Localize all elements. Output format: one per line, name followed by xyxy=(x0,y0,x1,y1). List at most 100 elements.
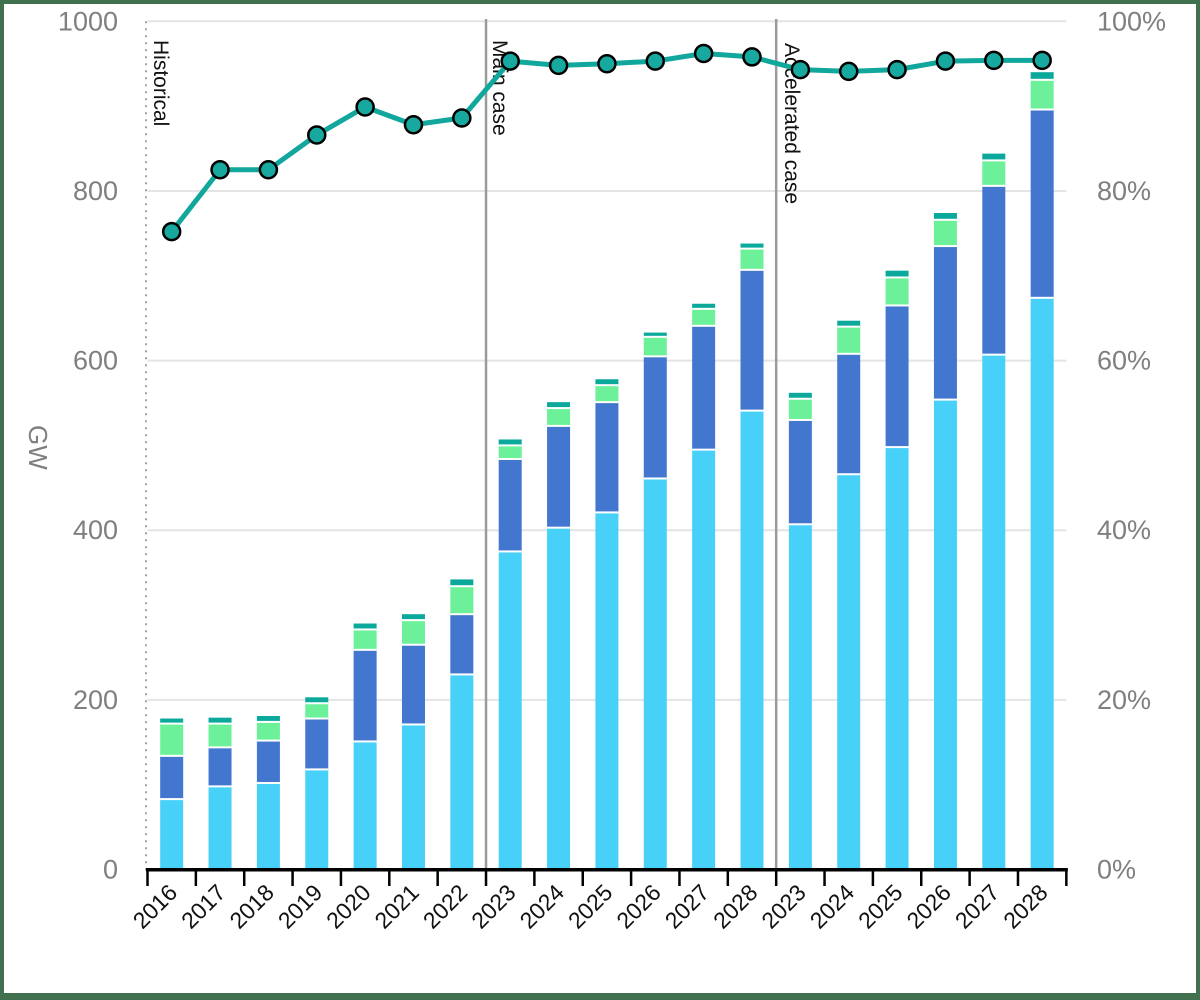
left-axis-tick-label: 1000 xyxy=(58,6,118,36)
bar-segment-teal-cap-segment xyxy=(837,320,861,327)
bar-segment-blue-segment xyxy=(208,747,232,787)
x-category-label: 2027 xyxy=(660,879,715,934)
bar-segment-green-segment xyxy=(692,308,716,326)
bar-segment-light-blue-bottom-segment xyxy=(1030,297,1054,870)
bar-segment-blue-segment xyxy=(595,402,619,513)
bar-segment-teal-cap-segment xyxy=(256,715,280,722)
bar-segment-separator xyxy=(740,247,764,250)
bar-segment-separator xyxy=(788,418,812,421)
x-category-label: 2024 xyxy=(515,879,570,934)
bar-segment-blue-segment xyxy=(498,458,522,552)
bar-segment-separator xyxy=(1030,108,1054,111)
bar-segment-separator xyxy=(353,648,377,651)
bar-segment-separator xyxy=(450,585,474,588)
x-category-label: 2018 xyxy=(224,879,279,934)
bar-segment-green-segment xyxy=(788,398,812,420)
bar-segment-separator xyxy=(885,276,909,279)
bar-segment-blue-segment xyxy=(1030,109,1054,298)
bar-segment-light-blue-bottom-segment xyxy=(982,354,1006,870)
bar-segment-separator xyxy=(837,473,861,476)
bar-segment-separator xyxy=(692,307,716,310)
bar-segment-teal-cap-segment xyxy=(353,623,377,630)
bar-segment-blue-segment xyxy=(401,644,425,725)
x-category-label: 2019 xyxy=(273,879,328,934)
x-axis-line xyxy=(146,868,1068,872)
line-marker xyxy=(500,51,520,71)
line-marker xyxy=(887,59,907,80)
bar-segment-separator xyxy=(1030,78,1054,81)
bar-segment-teal-cap-segment xyxy=(643,332,667,337)
bar-segment-separator xyxy=(595,384,619,387)
bar-segment-light-blue-bottom-segment xyxy=(256,782,280,870)
bar-segment-separator xyxy=(401,619,425,622)
bar-segment-teal-cap-segment xyxy=(450,579,474,587)
bar-segment-blue-segment xyxy=(885,305,909,448)
bar-segment-green-segment xyxy=(1030,79,1054,110)
bar-segment-green-segment xyxy=(595,385,619,403)
bar-segment-green-segment xyxy=(498,445,522,459)
x-category-label: 2028 xyxy=(998,879,1053,934)
bar-segment-green-segment xyxy=(885,277,909,306)
line-marker xyxy=(452,108,472,128)
bar-segment-light-blue-bottom-segment xyxy=(160,799,184,870)
line-marker xyxy=(307,125,327,145)
bar-segment-green-segment xyxy=(208,723,232,748)
bar-segment-separator xyxy=(643,355,667,358)
bar-segment-separator xyxy=(595,511,619,514)
bar-segment-separator xyxy=(837,325,861,328)
x-category-label: 2021 xyxy=(369,879,424,934)
x-category-label: 2025 xyxy=(563,879,618,934)
line-marker xyxy=(790,59,811,80)
bar-segment-blue-segment xyxy=(788,419,812,525)
x-category-label: 2022 xyxy=(418,879,473,934)
bar-segment-blue-segment xyxy=(450,614,474,675)
x-category-label: 2025 xyxy=(853,879,908,934)
bar-segment-separator xyxy=(643,477,667,480)
bar-segment-separator xyxy=(160,754,184,757)
x-category-label: 2027 xyxy=(950,879,1005,934)
bar-segment-light-blue-bottom-segment xyxy=(837,474,861,870)
bar-segment-teal-cap-segment xyxy=(401,614,425,621)
bar-segment-teal-cap-segment xyxy=(498,439,522,446)
bar-segment-light-blue-bottom-segment xyxy=(595,512,619,870)
right-axis-tick-label: 60% xyxy=(1097,346,1151,376)
line-marker xyxy=(355,97,375,117)
bar-segment-separator xyxy=(208,746,232,749)
bar-segment-light-blue-bottom-segment xyxy=(498,551,522,870)
bar-segment-teal-cap-segment xyxy=(305,697,329,704)
right-axis-tick-label: 40% xyxy=(1097,515,1151,545)
x-category-label: 2016 xyxy=(128,879,183,934)
bar-segment-green-segment xyxy=(982,160,1006,186)
x-category-label: 2020 xyxy=(321,879,376,934)
bar-segment-separator xyxy=(982,159,1006,162)
bar-segment-green-segment xyxy=(450,586,474,615)
bar-segment-light-blue-bottom-segment xyxy=(547,527,571,870)
bar-segment-separator xyxy=(401,723,425,726)
left-axis-tick-label: 600 xyxy=(73,346,118,376)
x-category-label: 2017 xyxy=(176,879,231,934)
bar-segment-teal-cap-segment xyxy=(885,270,909,278)
bar-segment-blue-segment xyxy=(305,718,329,770)
bar-segment-green-segment xyxy=(305,703,329,719)
percent-share-line xyxy=(169,51,1043,234)
line-marker xyxy=(597,53,617,74)
bar-segment-separator xyxy=(1030,296,1054,299)
bar-segment-separator xyxy=(498,457,522,460)
bar-segment-teal-cap-segment xyxy=(160,718,184,724)
bar-segment-separator xyxy=(933,398,957,401)
line-marker xyxy=(258,159,279,180)
bar-segment-teal-cap-segment xyxy=(788,392,812,399)
bar-segment-teal-cap-segment xyxy=(1030,72,1054,80)
bar-segment-light-blue-bottom-segment xyxy=(305,769,329,870)
bar-segment-separator xyxy=(788,523,812,526)
x-category-label: 2026 xyxy=(611,879,666,934)
bar-segment-teal-cap-segment xyxy=(692,303,716,309)
bar-segment-separator xyxy=(547,424,571,427)
bar-segment-light-blue-bottom-segment xyxy=(643,478,667,870)
left-axis-tick-label: 200 xyxy=(73,685,118,715)
bar-segment-separator xyxy=(256,720,280,723)
bar-segment-green-segment xyxy=(256,721,280,741)
bar-segment-blue-segment xyxy=(837,353,861,475)
bar-segment-blue-segment xyxy=(982,185,1006,355)
